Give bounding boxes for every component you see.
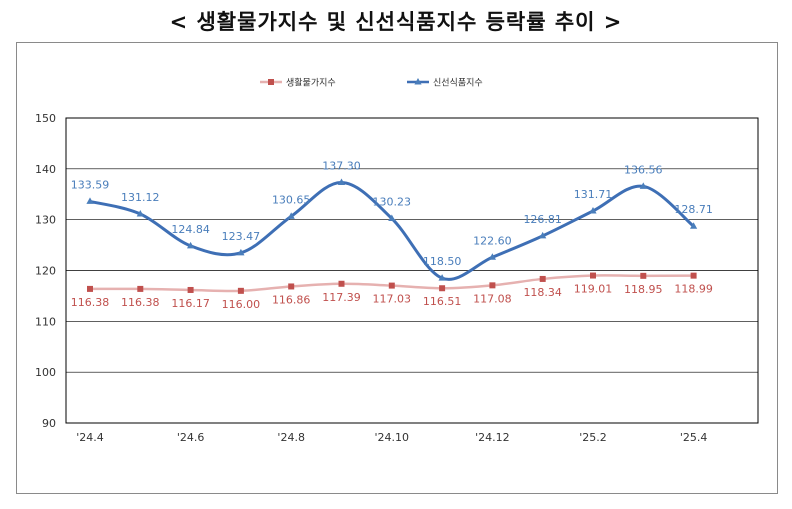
- fresh-food-index-label: 137.30: [322, 160, 361, 173]
- living-index-label: 117.03: [373, 293, 412, 306]
- legend-living-label: 생활물가지수: [286, 77, 336, 89]
- x-tick-label: '24.12: [475, 431, 510, 444]
- fresh-food-index-point: [639, 182, 647, 189]
- living-index-point: [87, 285, 93, 292]
- fresh-food-index-label: 136.56: [624, 163, 663, 176]
- legend: 생활물가지수 신선식품지수: [260, 77, 483, 89]
- living-index-label: 116.38: [121, 296, 160, 309]
- fresh-food-index-point: [136, 209, 144, 217]
- fresh-food-index-label: 133.59: [71, 178, 110, 191]
- living-index-point: [137, 285, 144, 292]
- living-index-label: 118.34: [523, 286, 562, 299]
- fresh-food-index-point: [539, 231, 547, 239]
- living-index-label: 118.99: [674, 283, 713, 296]
- living-index-point: [237, 287, 244, 294]
- x-tick-label: '24.4: [76, 431, 104, 444]
- living-index-point: [640, 272, 647, 279]
- y-tick-label: 110: [35, 315, 56, 328]
- fresh-food-index-point: [388, 214, 396, 221]
- y-tick-label: 100: [35, 366, 56, 379]
- plot-area: [65, 117, 759, 424]
- data-labels: 116.38 116.38 116.17 116.00 116.86 117.39 117.…: [71, 160, 713, 311]
- fresh-food-index-label: 126.81: [523, 213, 562, 226]
- living-index-label: 116.86: [272, 293, 311, 306]
- y-tick-label: 90: [42, 417, 56, 430]
- fresh-food-index-label: 124.84: [171, 223, 210, 236]
- fresh-food-index-point: [287, 212, 295, 219]
- x-tick-label: '25.4: [680, 431, 708, 444]
- living-index-point: [590, 272, 596, 279]
- living-index-label: 117.39: [322, 291, 361, 304]
- y-tick-label: 130: [35, 214, 56, 227]
- legend-fresh-label: 신선식품지수: [433, 78, 483, 89]
- living-index-label: 116.38: [71, 296, 110, 309]
- living-index-point: [338, 280, 345, 287]
- living-index-point: [288, 283, 295, 290]
- y-tick-label: 150: [35, 112, 56, 125]
- axes: 90 100 110 120 130 140 150 '24.4 '24.6 '24.8 '24.1…: [35, 112, 707, 444]
- y-tick-label: 140: [35, 163, 56, 176]
- legend-living-marker: [268, 79, 274, 85]
- x-tick-label: '24.10: [375, 431, 410, 444]
- fresh-food-index-label: 131.71: [574, 188, 613, 201]
- fresh-food-index-label: 128.71: [674, 203, 713, 216]
- living-index-label: 116.51: [423, 295, 462, 308]
- y-tick-label: 120: [35, 265, 56, 278]
- fresh-food-index-label: 130.65: [272, 193, 311, 206]
- fresh-food-index-label: 130.23: [373, 195, 412, 208]
- living-index-label: 116.00: [222, 298, 261, 311]
- living-index-point: [489, 282, 496, 289]
- x-tick-label: '24.6: [177, 431, 205, 444]
- page-title: < 생활물가지수 및 신선식품지수 등락률 추이 >: [169, 10, 623, 34]
- living-index-label: 117.08: [473, 292, 512, 305]
- x-tick-label: '24.8: [277, 431, 305, 444]
- fresh-food-index-point: [589, 206, 597, 214]
- x-tick-label: '25.2: [579, 431, 607, 444]
- living-index-point: [539, 275, 546, 282]
- living-index-label: 118.95: [624, 283, 663, 296]
- fresh-food-index-label: 131.12: [121, 191, 160, 204]
- fresh-food-index-point: [438, 274, 446, 281]
- chart-frame: [16, 42, 778, 494]
- fresh-food-index-label: 123.47: [222, 230, 261, 243]
- legend-fresh-marker: [414, 78, 422, 85]
- series-layer: [86, 178, 698, 294]
- living-index-label: 116.17: [171, 297, 210, 310]
- fresh-food-index-point: [187, 241, 195, 249]
- fresh-food-index-point: [337, 178, 346, 186]
- fresh-food-index-point: [86, 197, 94, 204]
- fresh-food-index-point: [488, 253, 496, 260]
- living-index-point: [187, 286, 194, 293]
- living-index-label: 119.01: [574, 283, 613, 296]
- living-index-point: [439, 285, 446, 292]
- living-index-point: [690, 272, 697, 279]
- fresh-food-index-point: [690, 222, 698, 229]
- fresh-food-index-label: 122.60: [473, 234, 512, 247]
- fresh-food-index-label: 118.50: [423, 255, 462, 268]
- living-index-point: [388, 282, 395, 289]
- fresh-food-index-point: [237, 248, 245, 256]
